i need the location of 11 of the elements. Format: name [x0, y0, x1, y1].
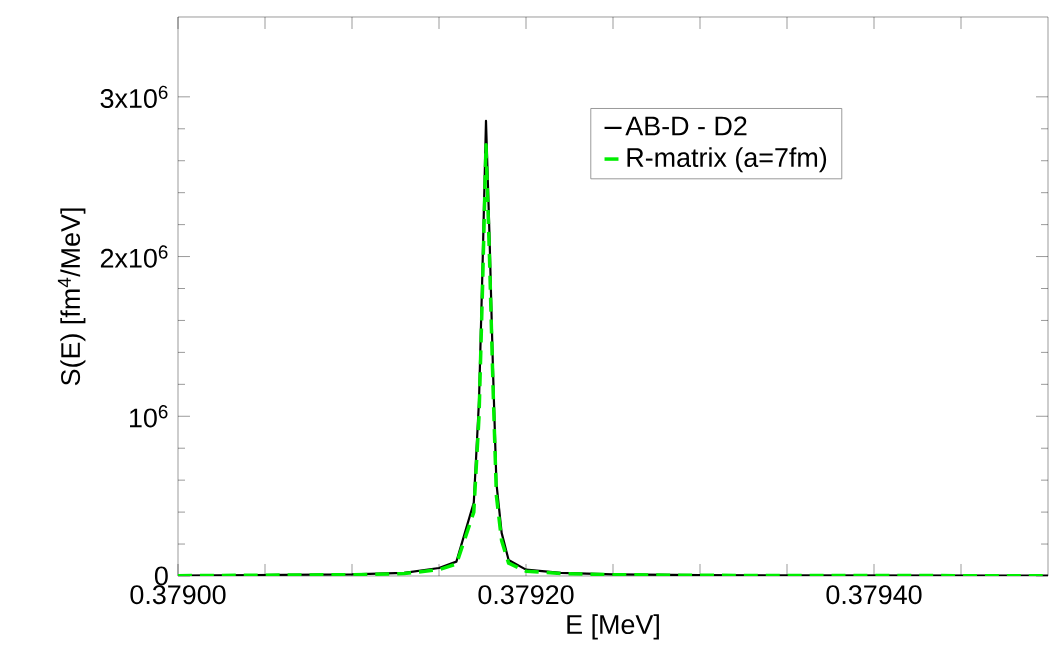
x-tick-label: 0.37940: [826, 585, 922, 605]
x-tick-label: 0.37900: [130, 585, 226, 605]
y-tick-label: 10$^{6}$: [130, 405, 168, 428]
y-tick-label: 2x10$^{6}$: [100, 245, 168, 268]
y-tick-label: 3x10$^{6}$: [100, 85, 168, 109]
x-tick-label: 0.37920: [478, 585, 574, 605]
legend-label: AB-D - D2: [625, 116, 747, 136]
y-tick-label: 0: [154, 566, 168, 586]
y-axis-title: S(E) [fm$^{4}$/MeV]: [57, 208, 86, 386]
x-axis-title: E [MeV]: [567, 614, 659, 640]
legend-label: R-matrix (a=7fm): [627, 147, 827, 173]
